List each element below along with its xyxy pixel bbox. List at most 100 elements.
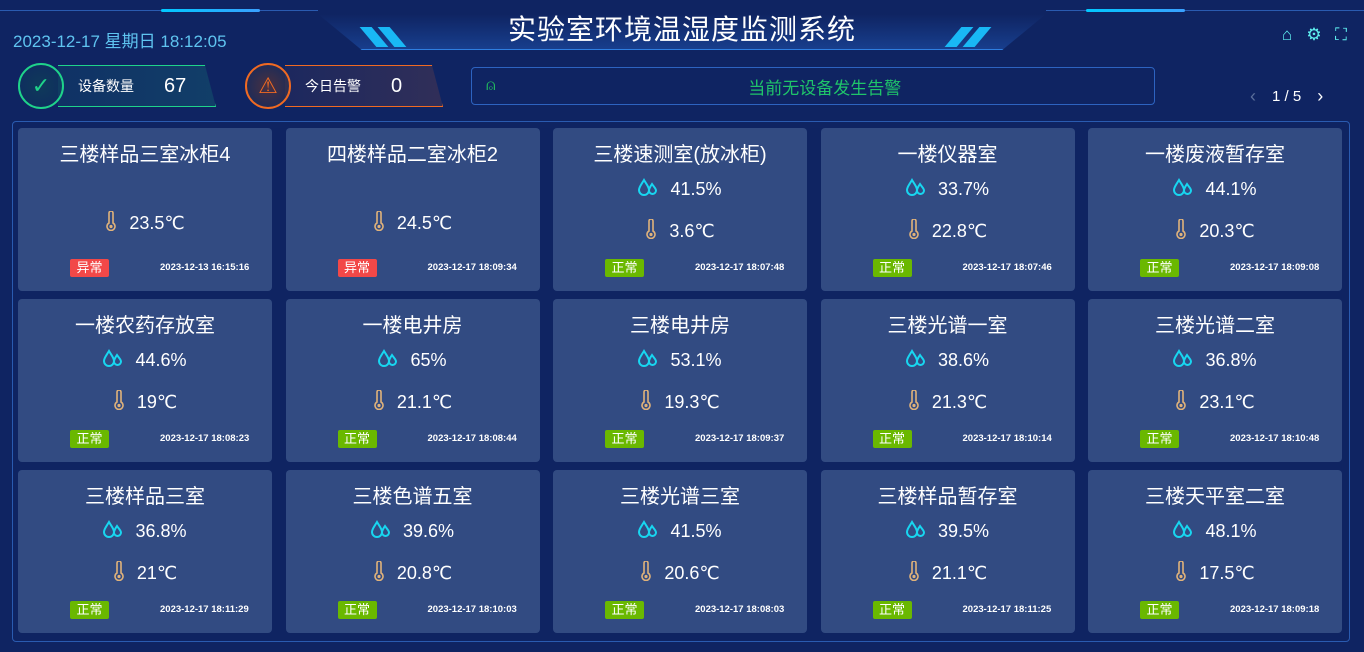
humidity-icon (1173, 349, 1193, 372)
update-time: 2023-12-17 18:08:44 (427, 433, 517, 444)
thermometer-icon (105, 210, 117, 236)
humidity-icon (1173, 178, 1193, 201)
header-glow-left (161, 9, 260, 12)
update-time: 2023-12-17 18:09:08 (1230, 262, 1320, 273)
update-time: 2023-12-17 18:08:23 (160, 433, 250, 444)
page-indicator: 1 / 5 (1272, 88, 1302, 105)
thermometer-icon (373, 389, 385, 415)
status-badge: 正常 (70, 601, 109, 619)
status-badge: 正常 (605, 430, 644, 448)
humidity-value: 65% (410, 350, 447, 370)
humidity-value: 36.8% (135, 521, 187, 541)
device-name: 三楼光谱一室 (887, 315, 1008, 337)
status-badge: 正常 (872, 259, 912, 277)
status-badge: 正常 (1140, 601, 1179, 619)
device-card[interactable]: 三楼光谱三室 41.5% 20.6℃ 正常 2023-12-17 18:08:03 (553, 470, 807, 633)
humidity-icon (370, 520, 391, 543)
temperature-value: 19℃ (136, 392, 178, 412)
device-card[interactable]: 三楼样品三室冰柜4 23.5℃ 异常 2023-12-13 16:15:16 (18, 128, 272, 291)
update-time: 2023-12-17 18:10:14 (962, 433, 1052, 444)
thermometer-icon (373, 210, 385, 236)
device-card[interactable]: 三楼光谱一室 38.6% 21.3℃ 正常 2023-12-17 18:10:14 (820, 299, 1075, 462)
thermometer-icon (645, 218, 657, 244)
thermometer-icon (908, 389, 920, 415)
device-card[interactable]: 一楼仪器室 33.7% 22.8℃ 正常 2023-12-17 18:07:46 (820, 128, 1075, 291)
fullscreen-icon[interactable]: ⛶ (1335, 25, 1347, 44)
update-time: 2023-12-17 18:09:18 (1230, 604, 1320, 615)
temperature-value: 3.6℃ (669, 221, 715, 241)
header-line-left (0, 10, 318, 11)
device-name: 三楼速测室(放冰柜) (593, 144, 767, 166)
alarm-count-stat: ⚠ 今日告警 0 (245, 63, 443, 109)
alarm-banner-text: 当前无设备发生告警 (748, 78, 902, 98)
humidity-value: 33.7% (937, 179, 990, 199)
device-card[interactable]: 三楼光谱二室 36.8% 23.1℃ 正常 2023-12-17 18:10:48 (1088, 299, 1342, 462)
device-card[interactable]: 三楼速测室(放冰柜) 41.5% 3.6℃ 正常 2023-12-17 18:07:48 (553, 128, 807, 291)
alarm-count-value: 0 (391, 74, 403, 97)
device-name: 三楼色谱五室 (352, 486, 473, 508)
status-badge: 正常 (337, 430, 377, 448)
device-card[interactable]: 一楼电井房 65% 21.1℃ 正常 2023-12-17 18:08:44 (285, 299, 540, 462)
header-glow-right (1086, 9, 1185, 12)
home-icon[interactable]: ⌂ (1281, 25, 1293, 44)
humidity-icon (103, 520, 123, 543)
temperature-value: 21.1℃ (396, 392, 453, 412)
status-badge: 正常 (605, 601, 644, 619)
devices-panel (12, 121, 1350, 642)
device-card[interactable]: 三楼样品暂存室 39.5% 21.1℃ 正常 2023-12-17 18:11:25 (820, 470, 1075, 633)
temperature-value: 20.6℃ (664, 563, 720, 583)
device-name: 三楼光谱三室 (620, 486, 740, 508)
update-time: 2023-12-17 18:07:46 (962, 262, 1052, 273)
status-badge: 正常 (872, 430, 912, 448)
prev-page-button[interactable]: ‹ (1250, 86, 1256, 106)
device-name: 三楼样品三室冰柜4 (59, 144, 231, 166)
temperature-value: 21.3℃ (931, 392, 988, 412)
device-card[interactable]: 四楼样品二室冰柜2 24.5℃ 异常 2023-12-17 18:09:34 (285, 128, 540, 291)
temperature-value: 19.3℃ (664, 392, 720, 412)
temperature-value: 17.5℃ (1199, 563, 1255, 583)
thermometer-icon (113, 389, 125, 415)
device-count-label: 设备数量 (78, 78, 134, 94)
gear-icon[interactable]: ⚙ (1306, 25, 1322, 44)
thermometer-icon (1175, 218, 1187, 244)
temperature-value: 23.1℃ (1199, 392, 1255, 412)
device-card[interactable]: 三楼色谱五室 39.6% 20.8℃ 正常 2023-12-17 18:10:03 (285, 470, 540, 633)
temperature-value: 20.3℃ (1199, 221, 1255, 241)
device-name: 三楼光谱二室 (1155, 315, 1275, 337)
page-title: 实验室环境温湿度监测系统 (507, 14, 856, 45)
update-time: 2023-12-17 18:07:48 (695, 262, 785, 273)
humidity-value: 39.6% (402, 521, 455, 541)
thermometer-icon (1175, 389, 1187, 415)
device-card[interactable]: 三楼天平室二室 48.1% 17.5℃ 正常 2023-12-17 18:09:18 (1088, 470, 1342, 633)
device-card[interactable]: 一楼农药存放室 44.6% 19℃ 正常 2023-12-17 18:08:23 (18, 299, 272, 462)
status-badge: 正常 (872, 601, 912, 619)
device-card[interactable]: 一楼废液暂存室 44.1% 20.3℃ 正常 2023-12-17 18:09:08 (1088, 128, 1342, 291)
update-time: 2023-12-17 18:08:03 (695, 604, 785, 615)
update-time: 2023-12-17 18:09:34 (427, 262, 517, 273)
thermometer-icon (640, 560, 652, 586)
humidity-value: 41.5% (670, 521, 722, 541)
thermometer-icon (640, 389, 652, 415)
update-time: 2023-12-17 18:10:48 (1230, 433, 1320, 444)
update-time: 2023-12-17 18:09:37 (695, 433, 785, 444)
device-card[interactable]: 三楼电井房 53.1% 19.3℃ 正常 2023-12-17 18:09:37 (553, 299, 807, 462)
device-card[interactable]: 三楼样品三室 36.8% 21℃ 正常 2023-12-17 18:11:29 (18, 470, 272, 633)
thermometer-icon (908, 560, 920, 586)
title-band (318, 14, 1046, 50)
status-badge: 正常 (70, 430, 109, 448)
status-badge: 异常 (70, 259, 109, 277)
status-badge: 异常 (337, 259, 377, 277)
update-time: 2023-12-17 18:11:29 (160, 604, 249, 615)
temperature-value: 24.5℃ (396, 213, 453, 233)
temperature-value: 21℃ (136, 563, 178, 583)
humidity-icon (638, 520, 658, 543)
next-page-button[interactable]: › (1317, 86, 1324, 106)
humidity-value: 36.8% (1205, 350, 1257, 370)
humidity-value: 44.1% (1205, 179, 1257, 199)
humidity-value: 48.1% (1205, 521, 1257, 541)
header-line-right (1046, 10, 1364, 11)
update-time: 2023-12-17 18:11:25 (962, 604, 1052, 615)
current-datetime: 2023-12-17 星期日 18:12:05 (13, 32, 227, 51)
status-badge: 正常 (1140, 259, 1179, 277)
humidity-value: 44.6% (135, 350, 187, 370)
